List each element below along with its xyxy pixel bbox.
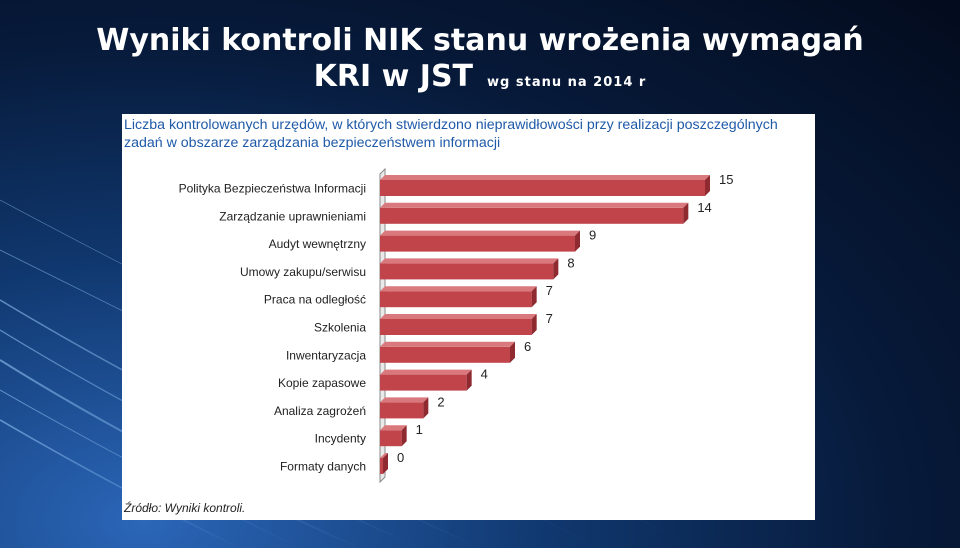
bar-side-face [575,230,580,252]
bar-side-face [705,175,710,196]
bar-side-face [510,341,515,363]
bar [380,207,684,224]
value-label: 15 [719,172,733,187]
bar [380,374,467,391]
bar-top-face [380,369,472,375]
bar [380,263,554,280]
value-label: 6 [524,339,531,354]
bar-top-face [380,258,559,264]
bar [380,180,705,196]
bar [380,235,575,252]
bar-group: Incydenty 1 [315,422,423,447]
slide-subtitle: wg stanu na 2014 r [487,75,647,90]
category-label: Incydenty [315,432,366,446]
value-label: 4 [481,367,488,382]
bar-group: Analiza zagrożeń 2 [274,394,445,419]
value-label: 14 [697,200,711,215]
bar-chart: Polityka Bezpieczeństwa Informacji 15 Zarz… [179,167,733,484]
bar [380,291,532,308]
bar-group: Audyt wewnętrzny 9 [269,228,596,252]
bar-top-face [380,314,537,319]
category-label: Formaty danych [280,460,366,474]
bar-top-face [380,425,407,431]
bar [380,430,402,447]
bar-top-face [380,397,429,403]
bar-top-face [380,230,580,236]
value-label: 1 [416,422,423,437]
chart-source: Źródło: Wyniki kontroli. [124,501,246,515]
slide-title-line1: Wyniki kontroli NIK stanu wrożenia wymag… [96,23,864,58]
value-label: 7 [546,311,553,326]
category-label: Kopie zapasowe [278,376,366,390]
bar-group: Kopie zapasowe 4 [278,367,488,391]
bar [380,346,510,363]
bar-group: Zarządzanie uprawnieniami 14 [219,200,712,224]
value-label: 7 [546,283,553,298]
bar-group: Inwentaryzacja 6 [286,339,531,363]
bar-side-face [531,286,537,308]
bar-side-face [401,425,407,447]
bar-group: Polityka Bezpieczeństwa Informacji 15 [179,172,733,196]
bar-top-face [380,453,388,458]
bar-top-face [380,341,515,347]
category-label: Szkolenia [314,321,366,335]
bar [380,458,383,474]
category-label: Audyt wewnętrzny [269,237,366,251]
bar-top-face [380,175,710,180]
category-label: Analiza zagrożeń [274,404,366,418]
bar-group: Umowy zakupu/serwisu 8 [240,255,575,280]
bar-side-face [466,369,472,391]
category-label: Inwentaryzacja [286,348,366,362]
slide-title-line2-text: KRI w JST [313,59,474,94]
bar-side-face [423,397,429,419]
chart-title: Liczba kontrolowanych urzędów, w których… [124,117,778,151]
bar-group: Formaty danych 0 [280,450,404,474]
slide-title-line2: KRI w JST wg stanu na 2014 r [0,60,960,100]
slide-title: Wyniki kontroli NIK stanu wrożenia wymag… [0,24,960,100]
bar-top-face [380,286,537,292]
bar-side-face [383,453,388,474]
category-label: Polityka Bezpieczeństwa Informacji [179,182,366,196]
category-label: Praca na odległość [264,293,366,307]
bar-group: Praca na odległość 7 [264,283,553,308]
value-label: 8 [567,255,574,270]
bar-top-face [380,202,689,208]
bar-side-face [553,258,559,280]
bar [380,319,532,335]
bar [380,402,424,419]
bar-side-face [683,202,689,224]
value-label: 9 [589,228,596,243]
bar-side-face [531,314,537,335]
value-label: 0 [397,450,404,465]
chart-panel: Liczba kontrolowanych urzędów, w których… [122,114,815,520]
bar-group: Szkolenia 7 [314,311,553,335]
category-label: Umowy zakupu/serwisu [240,265,366,279]
category-label: Zarządzanie uprawnieniami [219,209,366,223]
value-label: 2 [437,394,444,409]
